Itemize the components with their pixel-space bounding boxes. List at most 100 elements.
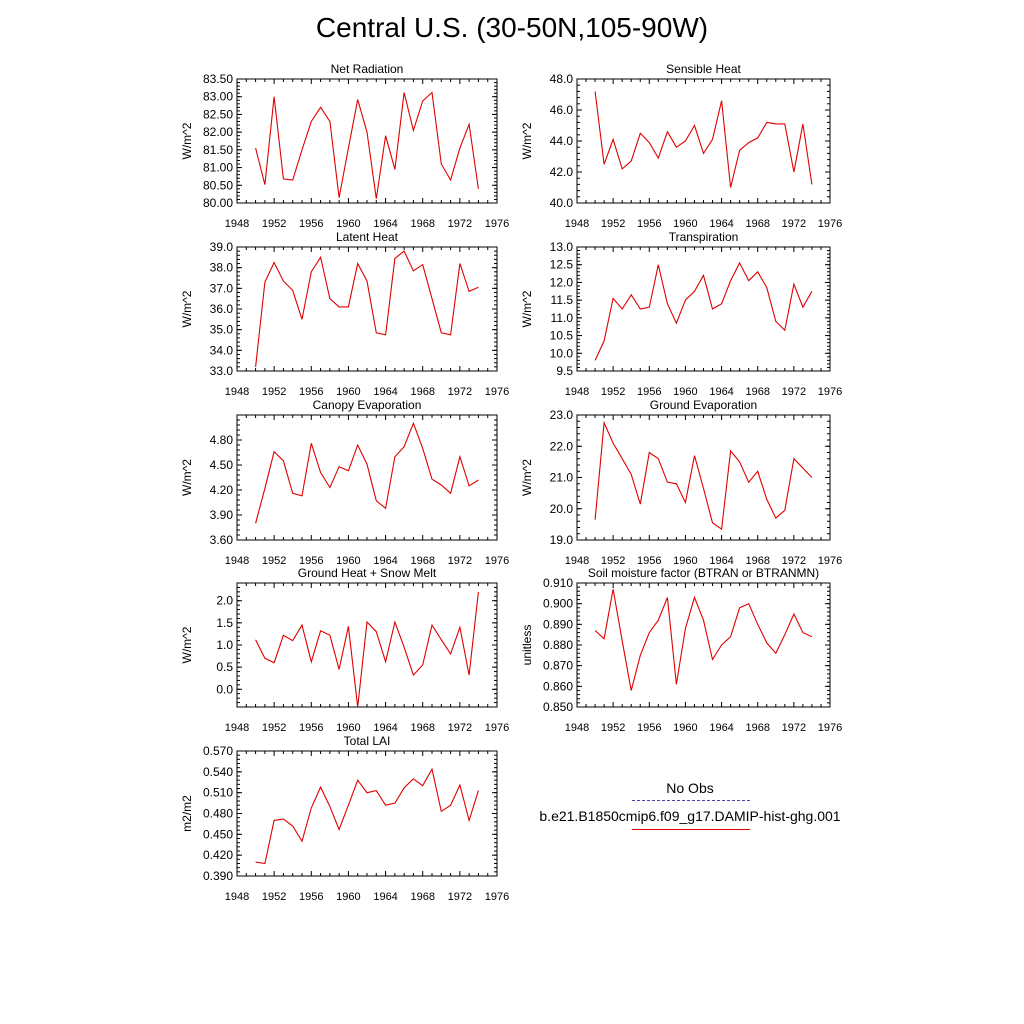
y-tick-label: 9.5 xyxy=(556,364,573,378)
chart-panel-3: Latent Heat W/m^2 1948 1952 1956 1960 1964 1968… xyxy=(180,230,509,398)
x-tick-label: 1968 xyxy=(410,555,434,567)
x-tick-label: 1952 xyxy=(601,386,625,398)
x-tick-label: 1964 xyxy=(709,722,733,734)
x-tick-label: 1968 xyxy=(410,218,434,230)
y-tick-label: 80.50 xyxy=(203,178,233,192)
x-tick-label: 1956 xyxy=(637,386,661,398)
x-tick-label: 1972 xyxy=(448,386,472,398)
y-tick-label: 3.90 xyxy=(210,508,234,522)
series-line xyxy=(255,591,479,708)
x-tick-label: 1952 xyxy=(262,891,286,903)
x-tick-label: 1968 xyxy=(410,722,434,734)
x-tick-label: 1948 xyxy=(565,722,589,734)
y-tick-label: 4.80 xyxy=(210,433,234,447)
x-tick-label: 1972 xyxy=(782,218,806,230)
series-line xyxy=(594,589,813,691)
x-tick-label: 1968 xyxy=(410,386,434,398)
page-title: Central U.S. (30-50N,105-90W) xyxy=(315,12,709,43)
panel-title: Soil moisture factor (BTRAN or BTRANMN) xyxy=(588,566,819,580)
y-axis-label: W/m^2 xyxy=(180,459,194,496)
x-tick-label: 1972 xyxy=(448,722,472,734)
x-tick-label: 1948 xyxy=(225,218,249,230)
x-tick-label: 1964 xyxy=(709,218,733,230)
panel-title: Net Radiation xyxy=(331,62,404,76)
y-axis-label: W/m^2 xyxy=(180,122,194,159)
y-tick-label: 0.890 xyxy=(543,617,573,631)
y-tick-label: 0.0 xyxy=(216,682,233,696)
x-tick-label: 1956 xyxy=(299,218,323,230)
x-tick-label: 1976 xyxy=(485,218,509,230)
y-tick-label: 23.0 xyxy=(550,408,574,422)
panel-title: Transpiration xyxy=(669,230,739,244)
y-tick-label: 82.50 xyxy=(203,107,233,121)
x-tick-label: 1956 xyxy=(299,386,323,398)
x-tick-label: 1960 xyxy=(336,722,360,734)
y-tick-label: 0.5 xyxy=(216,660,233,674)
chart-panel-4: Transpiration W/m^2 1948 1952 1956 1960 1964 19… xyxy=(520,230,842,398)
x-tick-label: 1976 xyxy=(818,722,842,734)
x-tick-label: 1968 xyxy=(745,218,769,230)
x-tick-label: 1976 xyxy=(485,891,509,903)
y-axis-label: W/m^2 xyxy=(180,626,194,663)
y-tick-label: 2.0 xyxy=(216,594,233,608)
x-tick-label: 1952 xyxy=(601,722,625,734)
x-tick-label: 1972 xyxy=(782,386,806,398)
y-tick-label: 35.0 xyxy=(210,323,234,337)
y-tick-label: 0.910 xyxy=(543,576,573,590)
x-tick-label: 1960 xyxy=(336,218,360,230)
x-tick-label: 1948 xyxy=(225,891,249,903)
y-tick-label: 36.0 xyxy=(210,302,234,316)
legend-model-line xyxy=(632,829,750,830)
legend-title: No Obs xyxy=(666,780,714,796)
x-tick-label: 1968 xyxy=(745,555,769,567)
x-tick-label: 1964 xyxy=(373,722,397,734)
chart-panel-2: Sensible Heat W/m^2 1948 1952 1956 1960 1964 19… xyxy=(520,62,842,230)
y-tick-label: 0.450 xyxy=(203,827,233,841)
x-tick-label: 1968 xyxy=(410,891,434,903)
y-tick-label: 39.0 xyxy=(210,240,234,254)
x-tick-label: 1964 xyxy=(373,555,397,567)
y-tick-label: 11.5 xyxy=(551,293,574,307)
x-tick-label: 1968 xyxy=(745,722,769,734)
x-tick-label: 1948 xyxy=(225,386,249,398)
legend-model-label: b.e21.B1850cmip6.f09_g17.DAMIP-hist-ghg.… xyxy=(539,808,841,824)
y-tick-label: 0.390 xyxy=(203,869,233,883)
y-tick-label: 0.900 xyxy=(543,597,573,611)
y-tick-label: 11.0 xyxy=(551,311,574,325)
y-tick-label: 0.570 xyxy=(203,744,233,758)
y-tick-label: 46.0 xyxy=(550,103,574,117)
y-tick-label: 13.0 xyxy=(550,240,574,254)
x-tick-label: 1960 xyxy=(673,386,697,398)
chart-panel-7: Ground Heat + Snow Melt W/m^2 1948 1952 1956… xyxy=(180,566,509,734)
y-tick-label: 10.5 xyxy=(550,329,574,343)
x-tick-label: 1952 xyxy=(262,386,286,398)
panel-title: Latent Heat xyxy=(336,230,399,244)
x-tick-label: 1956 xyxy=(637,555,661,567)
y-tick-label: 3.60 xyxy=(210,533,234,547)
y-tick-label: 0.850 xyxy=(543,700,573,714)
y-tick-label: 0.880 xyxy=(543,638,573,652)
y-tick-label: 37.0 xyxy=(210,281,234,295)
x-tick-label: 1948 xyxy=(565,386,589,398)
x-tick-label: 1952 xyxy=(262,722,286,734)
x-tick-label: 1976 xyxy=(818,386,842,398)
plot-frame xyxy=(236,414,498,541)
y-tick-label: 42.0 xyxy=(550,165,574,179)
y-tick-label: 81.50 xyxy=(203,143,233,157)
y-tick-label: 12.5 xyxy=(550,258,574,272)
series-line xyxy=(255,767,479,865)
chart-panel-9: Total LAI m2/m2 1948 1952 1956 1960 1964 1968 19… xyxy=(180,734,509,903)
y-tick-label: 40.0 xyxy=(550,196,574,210)
x-tick-label: 1968 xyxy=(745,386,769,398)
x-tick-label: 1972 xyxy=(448,218,472,230)
y-tick-label: 22.0 xyxy=(550,439,574,453)
x-tick-label: 1972 xyxy=(782,555,806,567)
series-line xyxy=(255,250,479,367)
y-tick-label: 0.540 xyxy=(203,765,233,779)
chart-panel-5: Canopy Evaporation W/m^2 1948 1952 1956 1960 1… xyxy=(180,398,509,567)
x-tick-label: 1952 xyxy=(601,555,625,567)
y-axis-label: W/m^2 xyxy=(180,290,194,327)
plot-frame xyxy=(236,750,498,877)
y-tick-label: 0.870 xyxy=(543,659,573,673)
panel-title: Sensible Heat xyxy=(666,62,741,76)
